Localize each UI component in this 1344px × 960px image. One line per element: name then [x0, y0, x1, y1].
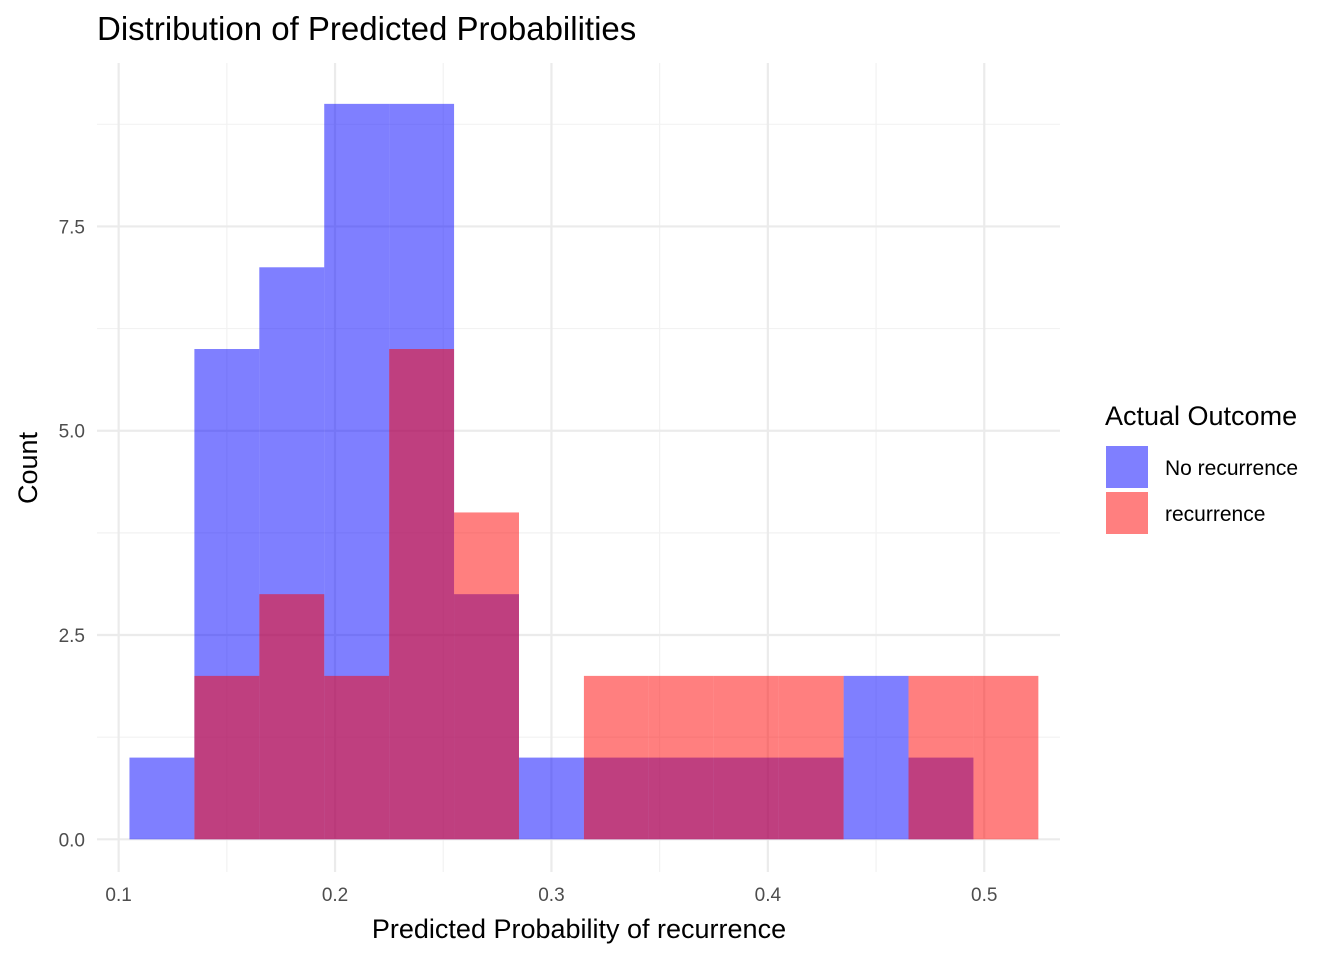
- bar-recurrence: [778, 675, 844, 840]
- bar-recurrence: [259, 594, 325, 840]
- x-tick-label: 0.2: [322, 885, 348, 906]
- bar-recurrence: [973, 675, 1039, 840]
- y-tick-label: 5.0: [59, 422, 85, 443]
- bar-no-recurrence: [518, 757, 584, 840]
- bar-no-recurrence: [129, 757, 195, 840]
- x-tick-label: 0.5: [971, 885, 997, 906]
- legend-items: No recurrence recurrence: [1106, 446, 1298, 534]
- histogram-bars: [129, 103, 1039, 840]
- bar-recurrence: [454, 512, 519, 840]
- legend-title: Actual Outcome: [1105, 401, 1297, 431]
- bar-no-recurrence: [843, 675, 909, 840]
- bar-recurrence: [908, 675, 974, 840]
- x-axis-title: Predicted Probability of recurrence: [372, 914, 786, 944]
- legend-label-no-recurrence: No recurrence: [1165, 457, 1298, 480]
- bar-recurrence: [389, 349, 455, 840]
- chart-title: Distribution of Predicted Probabilities: [97, 10, 636, 47]
- y-tick-label: 0.0: [59, 830, 85, 851]
- y-axis-title: Count: [13, 431, 43, 504]
- bar-recurrence: [324, 675, 390, 840]
- legend-label-recurrence: recurrence: [1165, 503, 1265, 526]
- x-tick-label: 0.3: [538, 885, 564, 906]
- bar-recurrence: [583, 675, 649, 840]
- bar-recurrence: [194, 675, 260, 840]
- bar-recurrence: [713, 675, 779, 840]
- x-tick-label: 0.4: [755, 885, 782, 906]
- bar-recurrence: [648, 675, 714, 840]
- legend-swatch-recurrence: [1106, 492, 1148, 534]
- y-tick-label: 2.5: [59, 626, 85, 647]
- x-axis-ticks: 0.1 0.2 0.3 0.4 0.5: [105, 885, 997, 906]
- legend: Actual Outcome No recurrence recurrence: [1105, 401, 1298, 534]
- legend-swatch-no-recurrence: [1106, 446, 1148, 488]
- y-axis-ticks: 0.0 2.5 5.0 7.5: [59, 217, 85, 851]
- x-tick-label: 0.1: [105, 885, 131, 906]
- y-tick-label: 7.5: [59, 217, 85, 238]
